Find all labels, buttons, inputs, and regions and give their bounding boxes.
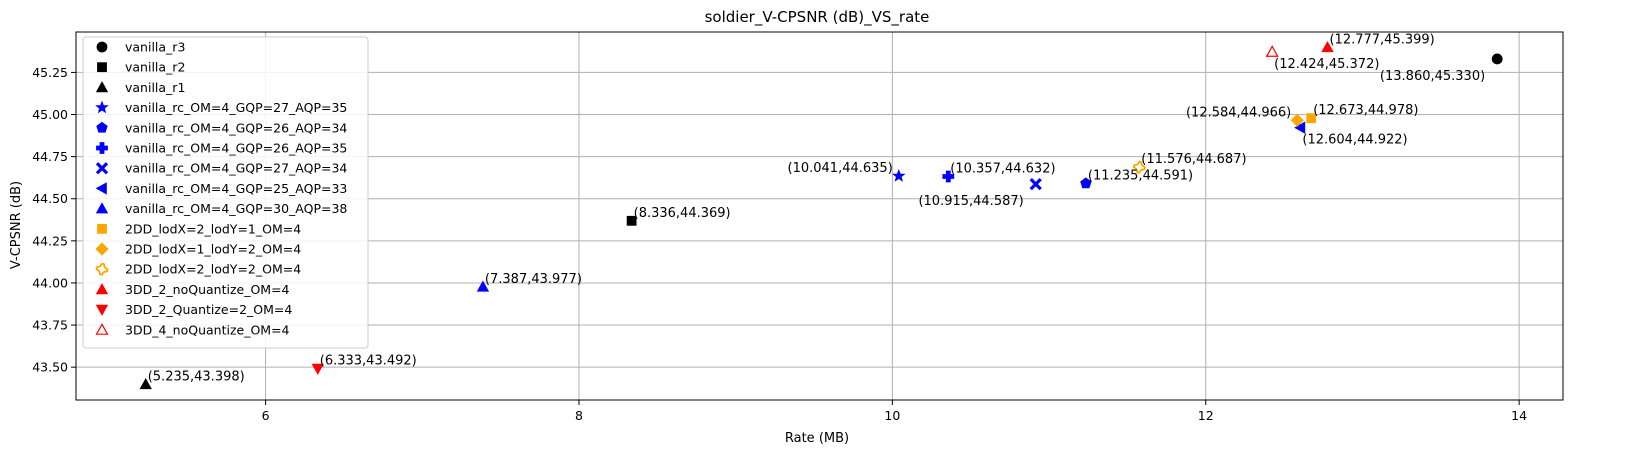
legend-label: vanilla_rc_OM=4_GQP=26_AQP=35 bbox=[125, 141, 347, 156]
data-point bbox=[1132, 160, 1146, 174]
legend-label: 3DD_2_noQuantize_OM=4 bbox=[125, 282, 290, 297]
data-point bbox=[476, 280, 490, 292]
legend-label: vanilla_r3 bbox=[125, 40, 185, 55]
point-label: (11.576,44.687) bbox=[1141, 152, 1246, 167]
data-point bbox=[1265, 45, 1279, 57]
x-axis-label: Rate (MB) bbox=[785, 431, 849, 446]
point-label: (12.673,44.978) bbox=[1313, 103, 1418, 118]
legend-marker bbox=[96, 121, 108, 133]
legend-label: 3DD_2_Quantize=2_OM=4 bbox=[125, 302, 292, 317]
point-label: (10.357,44.632) bbox=[950, 162, 1055, 177]
x-stroke bbox=[1029, 177, 1042, 191]
data-point bbox=[1294, 121, 1306, 134]
point-label: (12.604,44.922) bbox=[1302, 133, 1407, 148]
x-tick-label: 12 bbox=[1198, 408, 1214, 423]
point-label: (11.235,44.591) bbox=[1088, 168, 1193, 183]
legend-label: 2DD_lodX=2_lodY=2_OM=4 bbox=[125, 262, 301, 277]
legend-marker bbox=[95, 323, 109, 335]
data-point bbox=[1029, 177, 1042, 191]
legend-marker bbox=[95, 81, 109, 93]
x-tick-label: 6 bbox=[262, 408, 270, 423]
x-tick-label: 10 bbox=[884, 408, 900, 423]
data-point bbox=[139, 378, 152, 390]
plot-frame bbox=[75, 31, 1564, 401]
y-tick-label: 45.00 bbox=[32, 107, 68, 122]
y-tick-label: 44.50 bbox=[32, 191, 68, 206]
legend-label: vanilla_rc_OM=4_GQP=26_AQP=34 bbox=[125, 120, 347, 135]
y-tick-label: 44.75 bbox=[32, 149, 68, 164]
legend-label: 2DD_lodX=2_lodY=1_OM=4 bbox=[125, 221, 301, 236]
data-point bbox=[891, 168, 906, 182]
data-point bbox=[311, 363, 324, 375]
legend-marker bbox=[97, 62, 107, 73]
legend: vanilla_r3 vanilla_r2 vanilla_r1 vanilla_rc… bbox=[82, 36, 369, 349]
point-label: (12.777,45.399) bbox=[1329, 32, 1434, 47]
point-label: (6.333,43.492) bbox=[320, 354, 417, 369]
data-point bbox=[626, 215, 637, 226]
legend-label: vanilla_r2 bbox=[125, 60, 185, 75]
legend-label: 3DD_4_noQuantize_OM=4 bbox=[125, 322, 290, 337]
legend-marker bbox=[95, 100, 109, 114]
point-label: (7.387,43.977) bbox=[485, 272, 582, 287]
data-point bbox=[1321, 41, 1334, 53]
legend-marker bbox=[96, 41, 108, 53]
data-point bbox=[1290, 113, 1304, 127]
data-point bbox=[1491, 53, 1503, 65]
ticks: 6 8 10 12 14 43.50 43.75 44.00 44.25 44.50 44.75 45… bbox=[32, 65, 1527, 423]
data-point bbox=[1306, 113, 1317, 124]
legend-label: vanilla_rc_OM=4_GQP=27_AQP=34 bbox=[125, 161, 347, 176]
point-label: (10.041,44.635) bbox=[788, 161, 893, 176]
y-tick-label: 43.50 bbox=[32, 360, 68, 375]
x-tick-label: 14 bbox=[1511, 408, 1527, 423]
data-point bbox=[1080, 177, 1092, 189]
legend-label: 2DD_lodX=1_lodY=2_OM=4 bbox=[125, 242, 301, 257]
legend-label: vanilla_rc_OM=4_GQP=25_AQP=33 bbox=[125, 181, 347, 196]
legend-marker bbox=[95, 304, 109, 316]
y-tick-label: 43.75 bbox=[32, 318, 68, 333]
point-annotations: (13.860,45.330) (8.336,44.369) (5.235,43.3… bbox=[148, 32, 1485, 384]
point-label: (8.336,44.369) bbox=[634, 206, 731, 221]
x-tick-label: 8 bbox=[575, 408, 583, 423]
point-label: (12.584,44.966) bbox=[1186, 105, 1291, 120]
legend-marker bbox=[95, 162, 109, 175]
x-stroke bbox=[95, 162, 109, 175]
chart-title: soldier_V-CPSNR (dB)_VS_rate bbox=[705, 8, 930, 27]
point-label: (13.860,45.330) bbox=[1380, 69, 1485, 84]
legend-label: vanilla_rc_OM=4_GQP=27_AQP=35 bbox=[125, 100, 347, 115]
legend-box bbox=[82, 36, 369, 349]
legend-marker bbox=[95, 283, 109, 295]
y-axis-label: V-CPSNR (dB) bbox=[9, 181, 24, 269]
legend-label: vanilla_rc_OM=4_GQP=30_AQP=38 bbox=[125, 201, 347, 216]
legend-marker bbox=[95, 202, 109, 214]
point-label: (10.915,44.587) bbox=[918, 194, 1023, 209]
data-point bbox=[942, 170, 955, 183]
axes bbox=[75, 31, 1564, 401]
y-tick-label: 44.00 bbox=[32, 275, 68, 290]
legend-marker bbox=[95, 182, 107, 195]
y-tick-label: 45.25 bbox=[32, 65, 68, 80]
y-tick-label: 44.25 bbox=[32, 233, 68, 248]
legend-marker bbox=[95, 242, 109, 256]
legend-marker bbox=[96, 142, 108, 154]
point-label: (12.424,45.372) bbox=[1274, 57, 1379, 72]
point-label: (5.235,43.398) bbox=[148, 369, 245, 384]
data-points bbox=[139, 41, 1503, 390]
legend-marker bbox=[95, 262, 109, 276]
legend-label: vanilla_r1 bbox=[125, 80, 185, 95]
legend-marker bbox=[97, 223, 107, 234]
